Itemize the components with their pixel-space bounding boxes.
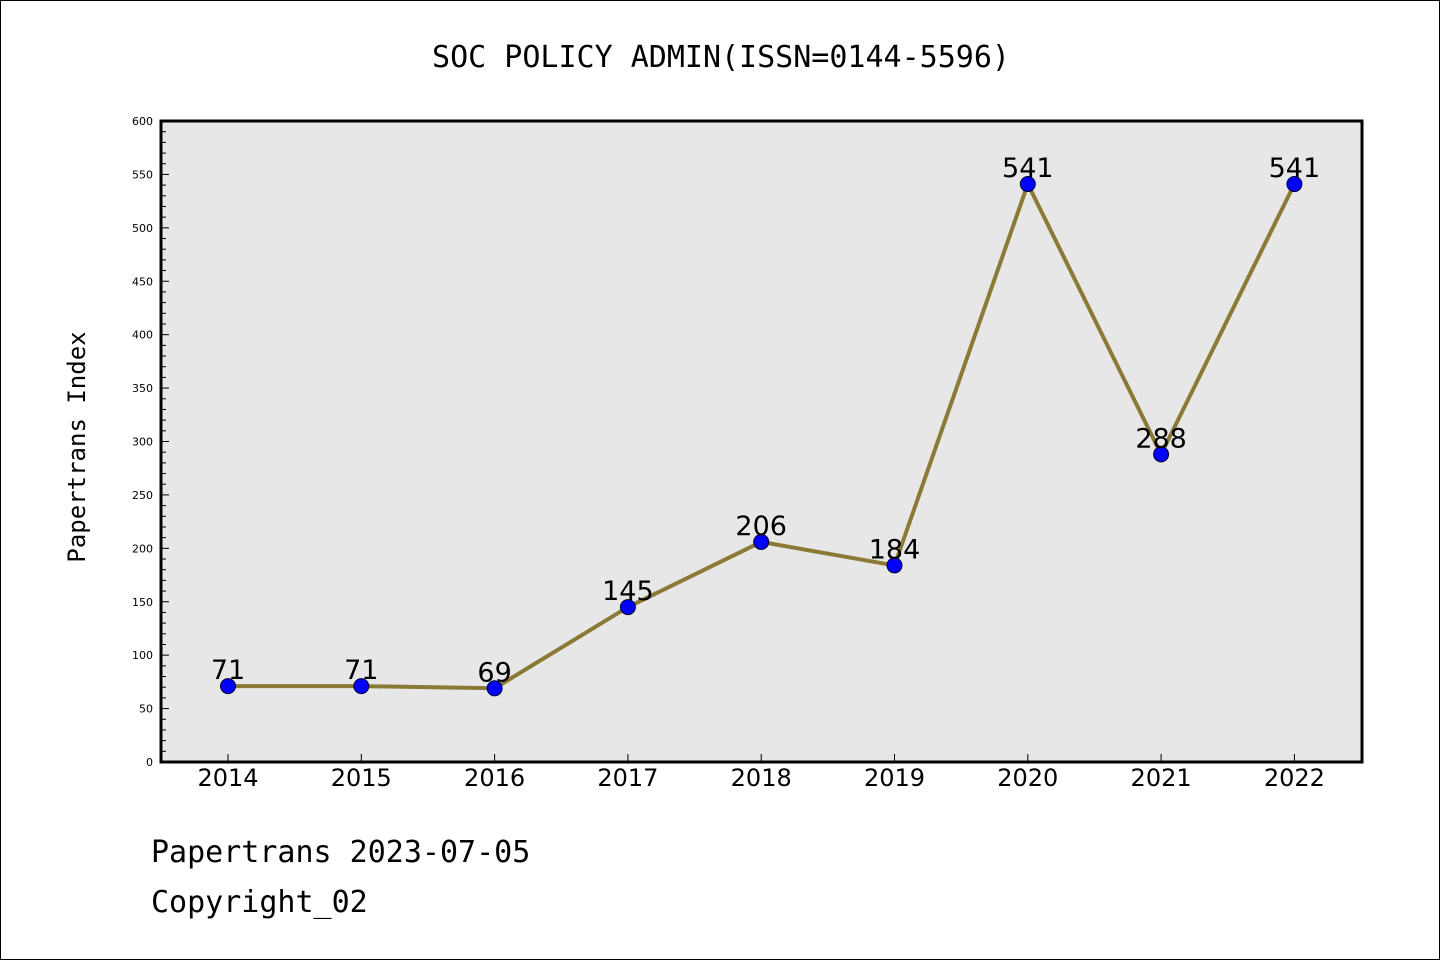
data-label: 69: [477, 657, 511, 688]
y-tick-label: 100: [132, 649, 153, 662]
data-point: [753, 533, 770, 550]
y-tick-label: 550: [132, 168, 153, 181]
data-point: [353, 678, 370, 695]
y-tick-label: 400: [132, 329, 153, 342]
x-axis: 2014 2015 2016 2017 2018 2019 2020 2021 2022: [197, 754, 1325, 792]
data-label: 71: [211, 655, 245, 686]
data-label: 541: [1002, 153, 1054, 184]
data-label: 71: [344, 655, 378, 686]
data-label: 184: [869, 534, 921, 565]
y-tick-label: 450: [132, 275, 153, 288]
x-tick-label: 2022: [1264, 764, 1325, 792]
chart-title: SOC POLICY ADMIN(ISSN=0144-5596): [432, 40, 1010, 75]
y-axis-label: Papertrans Index: [63, 331, 91, 562]
y-tick-label: 350: [132, 382, 153, 395]
y-tick-label: 600: [132, 115, 153, 128]
plot-area: [159, 119, 1364, 764]
y-tick-label: 300: [132, 436, 153, 449]
x-tick-label: 2014: [197, 764, 258, 792]
footer-date-text: Papertrans 2023-07-05: [151, 835, 531, 870]
y-tick-label: 150: [132, 596, 153, 609]
x-tick-label: 2016: [464, 764, 525, 792]
y-tick-label: 500: [132, 222, 153, 235]
series-papertrans-index: [220, 176, 1303, 697]
data-point: [486, 680, 503, 697]
x-tick-label: 2021: [1131, 764, 1192, 792]
data-labels: 71 71 69 145 206 184 541 288 541: [211, 153, 1320, 688]
data-label: 541: [1269, 153, 1321, 184]
data-label: 206: [735, 511, 787, 542]
x-tick-label: 2017: [597, 764, 658, 792]
data-point: [886, 557, 903, 574]
data-point: [1153, 446, 1170, 463]
x-tick-label: 2015: [331, 764, 392, 792]
y-tick-label: 250: [132, 489, 153, 502]
data-point: [220, 678, 236, 695]
x-tick-label: 2020: [997, 764, 1058, 792]
y-tick-label: 50: [139, 703, 153, 716]
y-tick-label: 200: [132, 542, 153, 555]
x-tick-label: 2019: [864, 764, 925, 792]
data-point: [1019, 176, 1036, 193]
data-label: 288: [1135, 423, 1187, 454]
footer-copyright-text: Copyright_02: [151, 885, 368, 920]
x-tick-label: 2018: [731, 764, 792, 792]
data-label: 145: [602, 576, 654, 607]
data-point: [1286, 176, 1303, 193]
data-point: [619, 599, 636, 616]
y-tick-label: 0: [146, 756, 153, 769]
y-axis: 0 50 100 150 200 250 300 350 400 450 500 550 600: [132, 115, 169, 769]
